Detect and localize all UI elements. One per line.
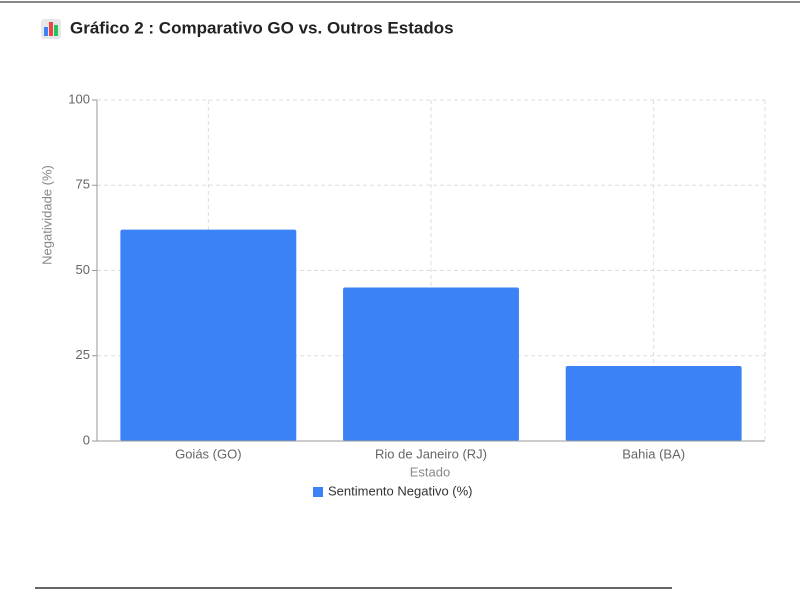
y-tick-label: 25 — [76, 347, 90, 362]
bar — [343, 287, 519, 441]
chart-icon — [41, 19, 61, 39]
x-tick-label: Bahia (BA) — [622, 446, 685, 461]
y-axis-label: Negatividade (%) — [39, 165, 54, 265]
legend-swatch — [313, 487, 323, 497]
y-tick-label: 75 — [76, 177, 90, 192]
y-tick-label: 100 — [68, 91, 90, 106]
x-tick-label: Rio de Janeiro (RJ) — [375, 446, 487, 461]
x-axis-label: Estado — [410, 464, 450, 479]
chart-title: Gráfico 2 : Comparativo GO vs. Outros Es… — [70, 18, 454, 37]
bar — [565, 365, 742, 441]
legend-label: Sentimento Negativo (%) — [328, 483, 473, 498]
bar — [120, 229, 297, 441]
y-tick-label: 0 — [83, 432, 90, 447]
y-tick-label: 50 — [76, 262, 90, 277]
x-tick-label: Goiás (GO) — [175, 446, 241, 461]
